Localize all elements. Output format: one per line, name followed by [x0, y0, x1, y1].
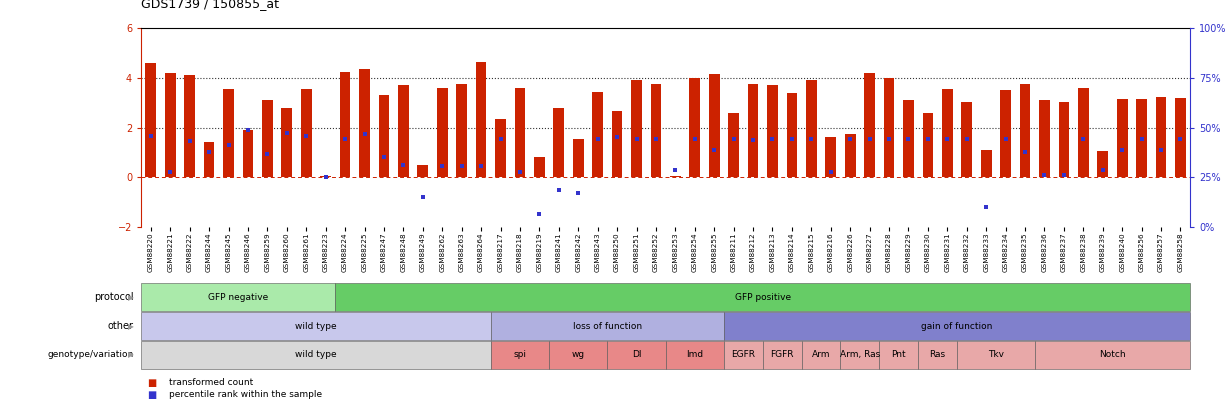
Text: ■: ■: [147, 378, 157, 388]
Text: Ras: Ras: [930, 350, 946, 359]
Text: GDS1739 / 150855_at: GDS1739 / 150855_at: [141, 0, 279, 10]
Bar: [826, 138, 836, 177]
Bar: [942, 89, 952, 177]
Bar: [1156, 96, 1167, 177]
Bar: [476, 62, 486, 177]
Bar: [379, 95, 389, 177]
Bar: [729, 113, 739, 177]
Text: Dl: Dl: [632, 350, 642, 359]
Bar: [747, 84, 758, 177]
Bar: [553, 108, 564, 177]
Bar: [690, 78, 701, 177]
Bar: [301, 89, 312, 177]
Text: Arm, Ras: Arm, Ras: [839, 350, 880, 359]
Bar: [1000, 90, 1011, 177]
Bar: [903, 100, 914, 177]
Text: percentile rank within the sample: percentile rank within the sample: [169, 390, 323, 399]
Bar: [204, 143, 215, 177]
Bar: [1020, 84, 1031, 177]
Bar: [980, 150, 991, 177]
Text: other: other: [108, 321, 134, 331]
Text: Imd: Imd: [686, 350, 703, 359]
Text: transformed count: transformed count: [169, 378, 254, 387]
Bar: [787, 93, 798, 177]
Text: Tkv: Tkv: [988, 350, 1004, 359]
Text: gain of function: gain of function: [921, 322, 993, 330]
Bar: [1059, 102, 1069, 177]
Bar: [146, 63, 156, 177]
Bar: [670, 176, 681, 177]
Bar: [263, 100, 272, 177]
Text: FGFR: FGFR: [771, 350, 794, 359]
Bar: [631, 81, 642, 177]
Bar: [340, 72, 351, 177]
Text: ■: ■: [147, 390, 157, 400]
Bar: [709, 74, 719, 177]
Text: wg: wg: [572, 350, 585, 359]
Bar: [437, 88, 448, 177]
Text: Arm: Arm: [812, 350, 831, 359]
Bar: [223, 89, 234, 177]
Bar: [184, 75, 195, 177]
Bar: [1136, 99, 1147, 177]
Bar: [1039, 100, 1050, 177]
Bar: [514, 88, 525, 177]
Bar: [360, 69, 369, 177]
Bar: [883, 78, 894, 177]
Text: protocol: protocol: [94, 292, 134, 302]
Bar: [456, 84, 467, 177]
Bar: [1097, 151, 1108, 177]
Bar: [962, 102, 972, 177]
Bar: [417, 165, 428, 177]
Text: wild type: wild type: [296, 322, 336, 330]
Bar: [1175, 98, 1185, 177]
Bar: [281, 108, 292, 177]
Bar: [320, 176, 331, 177]
Bar: [164, 73, 175, 177]
Text: Pnt: Pnt: [892, 350, 906, 359]
Bar: [612, 111, 622, 177]
Bar: [767, 85, 778, 177]
Bar: [398, 85, 409, 177]
Text: loss of function: loss of function: [573, 322, 642, 330]
Bar: [845, 134, 855, 177]
Text: GFP negative: GFP negative: [209, 293, 269, 302]
Bar: [1079, 88, 1088, 177]
Text: EGFR: EGFR: [731, 350, 756, 359]
Text: GFP positive: GFP positive: [735, 293, 791, 302]
Text: genotype/variation: genotype/variation: [48, 350, 134, 359]
Text: Notch: Notch: [1099, 350, 1126, 359]
Bar: [923, 113, 934, 177]
Bar: [1117, 99, 1128, 177]
Text: ▶: ▶: [128, 293, 134, 302]
Bar: [496, 119, 506, 177]
Bar: [650, 84, 661, 177]
Bar: [593, 92, 602, 177]
Text: wild type: wild type: [296, 350, 336, 359]
Bar: [806, 81, 817, 177]
Bar: [243, 130, 253, 177]
Text: ▶: ▶: [128, 322, 134, 330]
Bar: [573, 139, 584, 177]
Text: ▶: ▶: [128, 350, 134, 359]
Bar: [864, 73, 875, 177]
Text: spi: spi: [513, 350, 526, 359]
Bar: [534, 158, 545, 177]
